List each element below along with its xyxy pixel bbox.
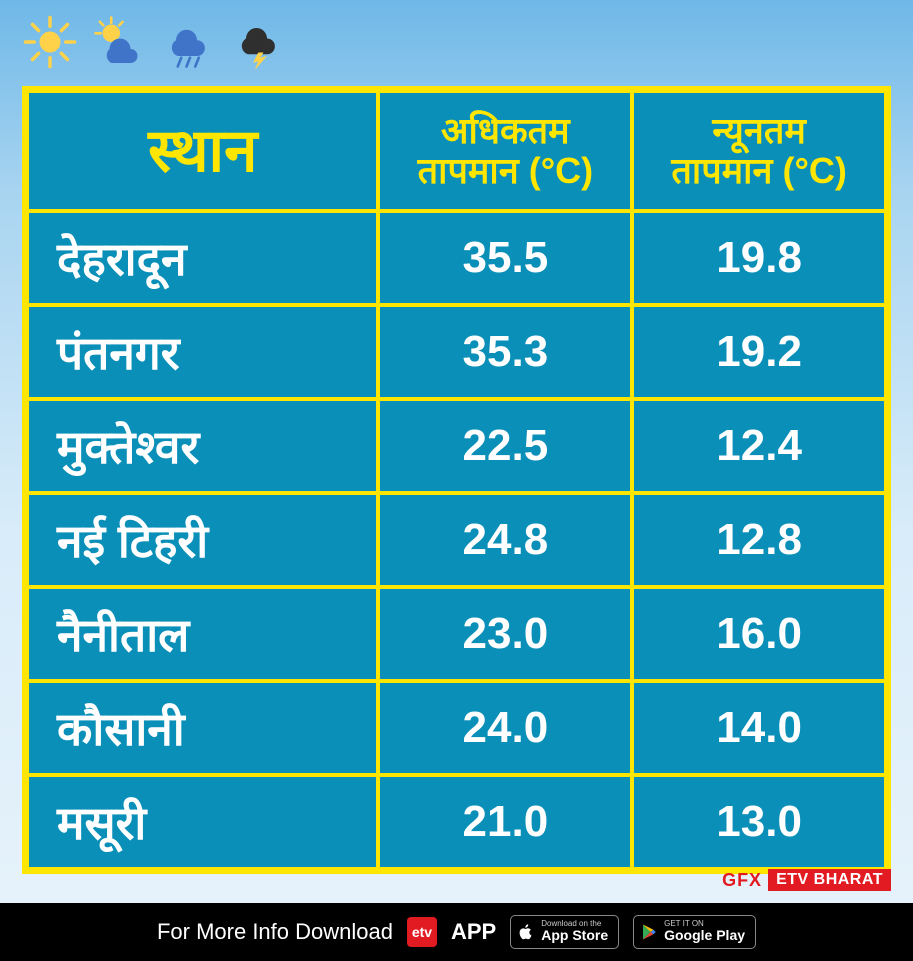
etv-bharat-label: ETV BHARAT xyxy=(768,869,891,891)
table-row: मुक्तेश्वर22.512.4 xyxy=(27,399,886,493)
apple-icon xyxy=(517,923,535,941)
max-temp-cell: 35.5 xyxy=(378,211,632,305)
sun-cloud-icon xyxy=(92,14,148,70)
table-row: पंतनगर35.319.2 xyxy=(27,305,886,399)
play-icon xyxy=(640,923,658,941)
place-cell: मसूरी xyxy=(27,775,378,869)
min-temp-cell: 13.0 xyxy=(632,775,886,869)
app-store-badge[interactable]: Download on the App Store xyxy=(510,915,619,949)
appstore-big: App Store xyxy=(541,928,608,943)
max-temp-cell: 35.3 xyxy=(378,305,632,399)
max-temp-cell: 23.0 xyxy=(378,587,632,681)
weather-icon-row xyxy=(22,14,288,70)
min-temp-cell: 12.8 xyxy=(632,493,886,587)
weather-infographic: स्थानअधिकतम तापमान (°C)न्यूनतम तापमान (°… xyxy=(0,0,913,961)
footer-text: For More Info Download xyxy=(157,919,393,945)
table-row: नैनीताल23.016.0 xyxy=(27,587,886,681)
header-cell: स्थान xyxy=(27,91,378,211)
min-temp-cell: 12.4 xyxy=(632,399,886,493)
etv-app-icon: etv xyxy=(407,917,437,947)
place-cell: नैनीताल xyxy=(27,587,378,681)
min-temp-cell: 19.2 xyxy=(632,305,886,399)
gfx-etv-badge: GFX ETV BHARAT xyxy=(722,869,891,891)
min-temp-cell: 19.8 xyxy=(632,211,886,305)
gfx-label: GFX xyxy=(722,870,762,891)
place-cell: पंतनगर xyxy=(27,305,378,399)
sun-icon xyxy=(22,14,78,70)
google-play-badge[interactable]: GET IT ON Google Play xyxy=(633,915,756,949)
max-temp-cell: 21.0 xyxy=(378,775,632,869)
table-row: मसूरी21.013.0 xyxy=(27,775,886,869)
temperature-table: स्थानअधिकतम तापमान (°C)न्यूनतम तापमान (°… xyxy=(22,86,891,874)
place-cell: मुक्तेश्वर xyxy=(27,399,378,493)
play-big: Google Play xyxy=(664,928,745,943)
min-temp-cell: 16.0 xyxy=(632,587,886,681)
table-row: नई टिहरी24.812.8 xyxy=(27,493,886,587)
max-temp-cell: 22.5 xyxy=(378,399,632,493)
min-temp-cell: 14.0 xyxy=(632,681,886,775)
place-cell: कौसानी xyxy=(27,681,378,775)
storm-cloud-icon xyxy=(232,14,288,70)
header-cell: अधिकतम तापमान (°C) xyxy=(378,91,632,211)
table-row: देहरादून35.519.8 xyxy=(27,211,886,305)
app-label: APP xyxy=(451,919,496,945)
max-temp-cell: 24.0 xyxy=(378,681,632,775)
header-cell: न्यूनतम तापमान (°C) xyxy=(632,91,886,211)
table-row: कौसानी24.014.0 xyxy=(27,681,886,775)
rain-cloud-icon xyxy=(162,14,218,70)
footer-bar: For More Info Download etv APP Download … xyxy=(0,903,913,961)
max-temp-cell: 24.8 xyxy=(378,493,632,587)
place-cell: नई टिहरी xyxy=(27,493,378,587)
place-cell: देहरादून xyxy=(27,211,378,305)
